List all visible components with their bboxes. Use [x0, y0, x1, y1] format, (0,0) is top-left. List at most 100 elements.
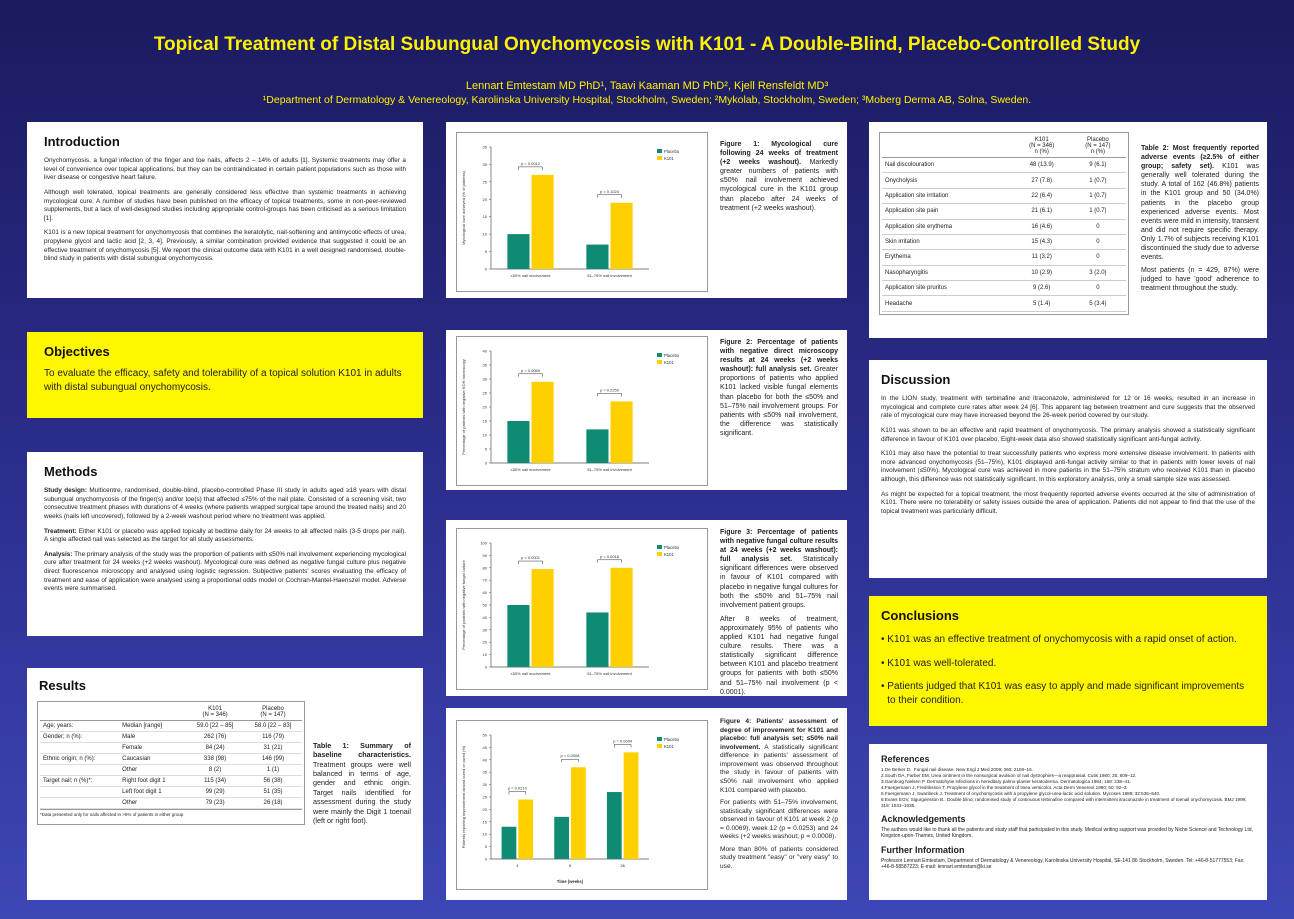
legend-swatch [657, 737, 662, 741]
table2-cell-placebo: 1 (0.7) [1069, 188, 1126, 205]
bar-k101 [610, 567, 633, 667]
table2-caption: Table 2: Most frequently reported advers… [1141, 144, 1259, 294]
table1-cell-placebo: 51 (35) [244, 786, 302, 798]
table1-caption: Table 1: Summary of baseline characteris… [313, 741, 411, 825]
table1-cell-item: Caucasian [119, 753, 187, 765]
y-tick-label: 40 [483, 757, 488, 762]
y-tick-label: 25 [483, 179, 488, 184]
authors: Lennart Emtestam MD PhD¹, Taavi Kaaman M… [465, 80, 829, 92]
x-tick-label: ≤50% nail involvement [511, 273, 552, 278]
table2-col-k101: K101 [1034, 137, 1049, 143]
bar-k101 [623, 752, 639, 859]
y-tick-label: 90 [483, 553, 488, 558]
discussion-para: K101 may also have the potential to trea… [881, 450, 1255, 484]
legend-swatch [657, 360, 662, 364]
table2-cell-event: Onycholysis [882, 172, 1014, 189]
p-value-label: p < 0.0001 [521, 555, 541, 560]
table1-cell-placebo: 146 (99) [244, 753, 302, 765]
figure4-chart: 0 5 10 15 20 25 30 35 40 45 50 Patients reporting i… [456, 720, 708, 890]
table2-caption-text: K101 was generally well tolerated during… [1141, 163, 1259, 262]
intro-para: K101 is a new topical treatment for onyc… [44, 229, 406, 263]
objectives-heading: Objectives [44, 344, 110, 359]
discussion-para: As might be expected for a topical treat… [881, 490, 1255, 516]
p-bracket [561, 758, 579, 763]
objectives-panel: Objectives To evaluate the efficacy, saf… [27, 332, 423, 418]
conclusion-text: K101 was an effective treatment of onych… [887, 634, 1237, 645]
table1-row: Ethnic origin; n (%): Caucasian 338 (98) 14… [40, 753, 302, 765]
table2-cell-event: Application site pain [882, 203, 1014, 220]
y-tick-label: 100 [480, 541, 487, 546]
figure4-caption-extra: For patients with 51–75% involvement, st… [720, 799, 838, 841]
table1-cell-placebo: 116 (79) [244, 731, 302, 743]
table1-cell-group [40, 764, 120, 776]
table1-cell-k101: 338 (98) [186, 753, 245, 765]
figure3-caption-title: Figure 3: Percentage of patients with ne… [720, 529, 838, 564]
p-bracket [597, 393, 622, 397]
y-axis-label: Mycological cure achieved (% of patients… [461, 170, 466, 244]
table2-cell-event: Erythema [882, 249, 1014, 266]
x-tick-label: 51–75% nail involvement [587, 671, 632, 676]
y-axis-label: Percentage of patients with negative fun… [461, 559, 466, 649]
p-bracket [508, 791, 526, 795]
figure2-panel: 0 5 10 15 20 25 30 35 40 Percentage of patients w… [446, 330, 847, 490]
table2-row: Erythema 11 (3.2) 0 [882, 249, 1126, 266]
x-tick-label: 26 [620, 863, 625, 868]
y-tick-label: 30 [483, 782, 488, 787]
bar-placebo [501, 826, 517, 859]
y-tick-label: 50 [483, 733, 488, 738]
table2-row: Nail discolouration 48 (13.9) 9 (6.1) [882, 157, 1126, 174]
table2-cell-event: Headache [882, 295, 1014, 312]
figure1-caption: Figure 1: Mycological cure following 24 … [720, 140, 838, 213]
legend-swatch [657, 744, 662, 748]
figure4-panel: 0 5 10 15 20 25 30 35 40 45 50 Patients reporting i… [446, 708, 847, 900]
table2-cell-k101: 11 (3.2) [1013, 249, 1070, 266]
bar-placebo [507, 234, 530, 269]
table2-cell-event: Nasopharyngitis [882, 265, 1014, 282]
x-tick-label: 51–75% nail involvement [587, 467, 632, 472]
y-axis-label: Patients reporting improvement almost cu… [461, 745, 466, 848]
table1-cell-k101: 59.0 [22 – 85] [186, 720, 245, 732]
table1-row: Gender; n (%): Male 262 (76) 116 (79) [40, 731, 302, 743]
y-tick-label: 0 [485, 857, 488, 862]
legend-swatch [657, 552, 662, 556]
table2-row: Application site irritation 22 (6.4) 1 (0.… [882, 188, 1126, 205]
table1-cell-item: Left foot digit 1 [119, 786, 187, 798]
table2-row: Skin irritation 15 (4.3) 0 [882, 234, 1126, 251]
introduction-panel: Introduction Onychomycosis, a fungal inf… [27, 122, 423, 298]
table1-cell-k101: 8 (2) [186, 764, 245, 776]
y-tick-label: 25 [483, 391, 488, 396]
legend-label: Placebo [664, 353, 680, 358]
y-tick-label: 70 [483, 578, 488, 583]
legend-swatch [657, 149, 662, 153]
p-bracket [597, 194, 622, 198]
methods-panel: Methods Study design: Multicentre, rando… [27, 452, 423, 636]
table2-col-placebo: Placebo [1087, 137, 1109, 143]
table2-col-placebo-n: (N = 147) [1085, 143, 1111, 149]
table2-cell-k101: 22 (6.4) [1013, 188, 1070, 205]
discussion-para: K101 was shown to be an effective and ra… [881, 426, 1255, 443]
p-value-label: p = 0.0018 [600, 554, 620, 559]
figure3-caption: Figure 3: Percentage of patients with ne… [720, 528, 838, 697]
table1-cell-item: Right foot digit 1 [119, 775, 187, 787]
table2-cell-placebo: 0 [1069, 219, 1126, 235]
y-tick-label: 10 [483, 652, 488, 657]
y-tick-label: 80 [483, 565, 488, 570]
references-list: 1.De Berker D.. Fungal nail disease. New… [881, 767, 1255, 809]
figure3-caption-text: Statistically significant differences we… [720, 556, 838, 609]
y-tick-label: 0 [485, 267, 488, 272]
conclusion-text: K101 was well-tolerated. [887, 657, 997, 669]
p-bracket [518, 373, 543, 377]
y-axis-label: Percentage of patients with negative KOH… [461, 359, 466, 455]
references-panel: References 1.De Berker D.. Fungal nail d… [869, 744, 1267, 900]
table1-cell-k101: 115 (34) [186, 775, 245, 787]
p-value-label: p = 0.0004 [613, 738, 633, 743]
figure3-caption-extra: After 8 weeks of treatment, approximatel… [720, 615, 838, 696]
p-value-label: p = 0.1024 [600, 189, 620, 194]
y-tick-label: 30 [483, 162, 488, 167]
bar-k101 [531, 381, 554, 463]
table1-cell-placebo: 58.0 [22 – 83] [244, 720, 302, 732]
methods-para: Study design: Multicentre, randomised, d… [44, 487, 406, 522]
p-bracket [614, 744, 632, 748]
table1-row: Age; years: Median [range] 59.0 [22 – 85] 5… [40, 720, 302, 732]
conclusion-text: Patients judged that K101 was easy to ap… [887, 681, 1245, 706]
